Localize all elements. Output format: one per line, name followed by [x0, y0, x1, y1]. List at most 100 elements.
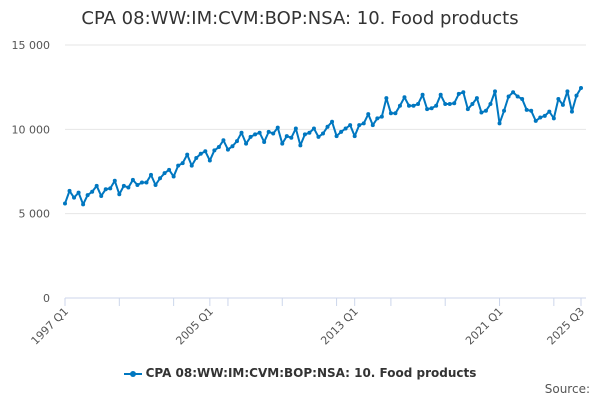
data-point [176, 163, 181, 168]
data-point [144, 180, 149, 185]
y-tick-label: 10 000 [12, 123, 51, 136]
x-tick-label: 1997 Q1 [29, 305, 72, 348]
data-point [194, 156, 199, 161]
data-point [248, 134, 253, 139]
data-point [185, 152, 190, 157]
data-point [235, 139, 239, 144]
data-point [542, 113, 547, 118]
data-point [244, 141, 249, 146]
legend-label: CPA 08:WW:IM:CVM:BOP:NSA: 10. Food produ… [145, 366, 477, 380]
data-point [135, 182, 140, 187]
data-point [216, 145, 221, 150]
legend-item[interactable]: CPA 08:WW:IM:CVM:BOP:NSA: 10. Food produ… [0, 366, 600, 380]
data-point [126, 185, 131, 190]
data-point [425, 107, 430, 112]
data-point [357, 123, 362, 128]
data-point [361, 121, 366, 126]
data-point [221, 138, 226, 143]
data-point [465, 107, 470, 112]
data-point [280, 141, 285, 146]
x-tick-label: 2005 Q1 [173, 305, 216, 348]
data-point [429, 106, 434, 111]
data-point [212, 148, 217, 153]
data-point [198, 151, 203, 156]
data-point [108, 186, 113, 191]
y-tick-label: 5 000 [19, 208, 51, 221]
data-point [284, 134, 289, 139]
data-point [397, 103, 402, 108]
data-point [579, 86, 583, 91]
data-point [375, 116, 380, 121]
data-point [520, 96, 525, 101]
data-point [90, 189, 95, 194]
data-point [139, 180, 144, 185]
data-point [76, 190, 81, 195]
data-point [149, 172, 153, 177]
data-point [393, 111, 398, 116]
data-point [85, 193, 90, 198]
data-point [239, 130, 244, 135]
data-point [153, 182, 158, 187]
data-point [321, 131, 325, 136]
data-point [379, 114, 384, 119]
data-point [556, 96, 561, 101]
data-point [515, 94, 520, 99]
data-point [529, 108, 534, 113]
data-point [99, 193, 104, 198]
data-point [112, 178, 117, 183]
data-point [547, 109, 552, 114]
data-point [72, 195, 77, 200]
data-point [479, 110, 484, 115]
x-tick-label: 2025 Q3 [545, 305, 588, 348]
data-point [262, 139, 267, 144]
data-point [316, 134, 321, 139]
data-point [524, 107, 529, 112]
data-point [257, 130, 262, 135]
data-point [207, 158, 212, 163]
data-point [538, 115, 543, 120]
data-point [483, 108, 488, 113]
data-point [103, 187, 108, 192]
data-point [402, 95, 407, 100]
data-point [493, 89, 497, 94]
data-point [456, 91, 461, 96]
data-point [302, 132, 307, 137]
data-point [497, 121, 502, 126]
data-point [158, 176, 163, 181]
data-point [225, 147, 230, 152]
data-point [370, 123, 375, 128]
data-point [506, 94, 511, 99]
data-point [474, 96, 479, 101]
legend-swatch [123, 370, 142, 377]
data-point [330, 119, 335, 124]
data-point [452, 101, 457, 106]
data-point [434, 103, 439, 108]
data-point [171, 174, 176, 179]
data-point [63, 201, 67, 206]
data-point [384, 96, 389, 101]
data-point [203, 149, 208, 154]
data-point [388, 111, 393, 116]
data-point [443, 102, 448, 107]
data-point [121, 183, 126, 188]
data-point [420, 92, 425, 97]
data-point [180, 161, 185, 166]
data-point [502, 108, 507, 113]
data-point [511, 90, 516, 95]
data-point [266, 129, 271, 134]
chart-title: CPA 08:WW:IM:CVM:BOP:NSA: 10. Food produ… [81, 8, 519, 29]
data-point [117, 192, 122, 197]
data-point [253, 132, 258, 137]
data-point [438, 92, 443, 97]
data-point [407, 103, 411, 108]
data-point [470, 102, 475, 107]
data-point [275, 125, 280, 130]
data-point [130, 177, 135, 182]
data-point [293, 126, 298, 131]
data-point [325, 124, 330, 129]
data-point [289, 135, 294, 140]
data-point [94, 183, 99, 188]
data-point [565, 89, 570, 94]
data-point [461, 90, 466, 95]
